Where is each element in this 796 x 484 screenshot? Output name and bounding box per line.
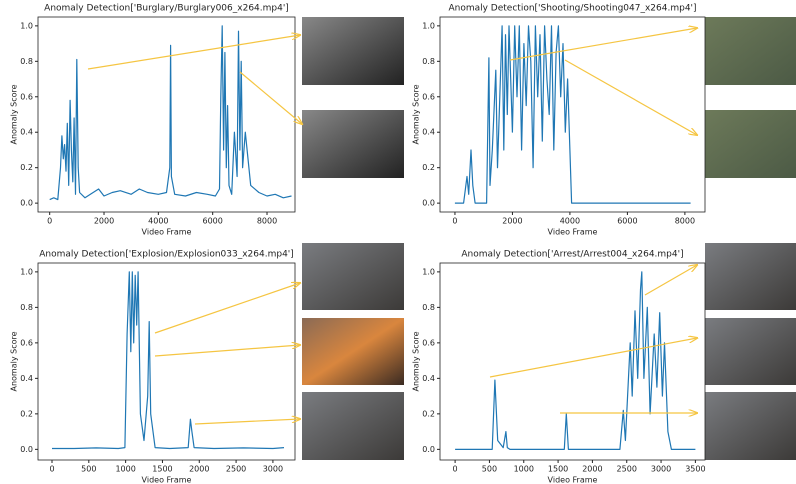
- y-tick-label: 0.0: [20, 445, 33, 454]
- y-tick-label: 0.4: [422, 128, 435, 137]
- x-tick-label: 8000: [257, 217, 277, 226]
- arrows: [87, 28, 697, 425]
- y-tick-label: 1.0: [20, 267, 33, 276]
- x-axis-label: Video Frame: [142, 476, 192, 484]
- y-tick-label: 0.6: [422, 338, 435, 347]
- y-axis-label: Anomaly Score: [412, 84, 421, 144]
- x-tick-label: 2500: [617, 465, 637, 474]
- line: [454, 25, 691, 204]
- plot: Anomaly Detection['Arrest/Arrest004_x264…: [412, 250, 706, 484]
- axes-frame: [439, 16, 706, 213]
- x-tick-label: 2000: [94, 217, 114, 226]
- y-tick-label: 0.8: [20, 303, 33, 312]
- y-tick-label: 0.6: [20, 92, 33, 101]
- y-axis-label: Anomaly Score: [10, 84, 19, 144]
- chart-title: Anomaly Detection['Shooting/Shooting047_…: [448, 4, 696, 14]
- x-tick-label: 3000: [651, 465, 671, 474]
- y-tick-label: 0.0: [422, 445, 435, 454]
- y-tick-label: 0.2: [20, 409, 33, 418]
- chart-title: Anomaly Detection['Burglary/Burglary006_…: [44, 4, 289, 14]
- y-tick-label: 0.8: [422, 57, 435, 66]
- x-axis-label: Video Frame: [548, 476, 598, 484]
- x-tick-label: 1000: [115, 465, 135, 474]
- thumbnail: [302, 318, 404, 385]
- arrow: [154, 345, 300, 357]
- arrow: [509, 28, 697, 61]
- x-axis-label: Video Frame: [548, 228, 598, 237]
- thumbnail: [705, 243, 796, 310]
- x-tick-label: 2500: [226, 465, 246, 474]
- y-tick-label: 0.0: [20, 199, 33, 208]
- y-tick-label: 0.2: [422, 163, 435, 172]
- axes-frame: [439, 262, 706, 461]
- y-tick-label: 0.6: [422, 92, 435, 101]
- x-tick-label: 1000: [514, 465, 534, 474]
- x-tick-label: 0: [453, 465, 458, 474]
- arrow: [87, 35, 300, 70]
- arrow: [194, 419, 300, 425]
- thumbnail: [302, 392, 404, 460]
- plot: Anomaly Detection['Burglary/Burglary006_…: [10, 4, 296, 237]
- y-tick-label: 0.4: [20, 128, 33, 137]
- thumbnail: [705, 392, 796, 460]
- y-tick-label: 1.0: [422, 21, 435, 30]
- x-tick-label: 1500: [548, 465, 568, 474]
- thumbnail: [302, 110, 404, 178]
- arrow: [644, 265, 697, 296]
- x-tick-label: 4000: [148, 217, 168, 226]
- thumbnail: [302, 17, 404, 85]
- x-tick-label: 6000: [617, 217, 637, 226]
- y-tick-label: 0.4: [422, 374, 435, 383]
- x-tick-label: 2000: [502, 217, 522, 226]
- x-tick-label: 3000: [263, 465, 283, 474]
- plot: Anomaly Detection['Shooting/Shooting047_…: [412, 4, 706, 237]
- thumbnail: [705, 110, 796, 178]
- x-tick-label: 2000: [582, 465, 602, 474]
- x-axis-label: Video Frame: [142, 228, 192, 237]
- thumbnail: [302, 243, 404, 310]
- y-tick-label: 1.0: [20, 21, 33, 30]
- thumbnail: [705, 17, 796, 85]
- y-tick-label: 0.2: [20, 163, 33, 172]
- x-tick-label: 0: [47, 217, 52, 226]
- axes-frame: [37, 262, 296, 461]
- x-tick-label: 8000: [675, 217, 695, 226]
- x-tick-label: 6000: [203, 217, 223, 226]
- y-tick-label: 0.8: [422, 303, 435, 312]
- y-axis-label: Anomaly Score: [10, 331, 19, 391]
- x-tick-label: 0: [452, 217, 457, 226]
- x-tick-label: 4000: [560, 217, 580, 226]
- line: [49, 25, 292, 201]
- line: [455, 271, 696, 450]
- x-tick-label: 0: [49, 465, 54, 474]
- arrow: [239, 71, 302, 124]
- y-tick-label: 0.6: [20, 338, 33, 347]
- x-tick-label: 1500: [152, 465, 172, 474]
- y-tick-label: 0.2: [422, 409, 435, 418]
- axes-frame: [37, 16, 296, 213]
- line: [52, 271, 285, 450]
- y-tick-label: 1.0: [422, 267, 435, 276]
- x-tick-label: 3500: [685, 465, 705, 474]
- y-tick-label: 0.0: [422, 199, 435, 208]
- y-axis-label: Anomaly Score: [412, 331, 421, 391]
- thumbnails: [302, 17, 796, 460]
- chart-title: Anomaly Detection['Explosion/Explosion03…: [39, 250, 294, 260]
- thumbnail: [705, 318, 796, 385]
- chart-title: Anomaly Detection['Arrest/Arrest004_x264…: [461, 250, 683, 260]
- arrow: [489, 338, 697, 378]
- y-tick-label: 0.8: [20, 57, 33, 66]
- arrow: [564, 59, 697, 135]
- arrow: [154, 283, 300, 334]
- x-tick-label: 2000: [189, 465, 209, 474]
- y-tick-label: 0.4: [20, 374, 33, 383]
- x-tick-label: 500: [81, 465, 96, 474]
- plots: Anomaly Detection['Burglary/Burglary006_…: [10, 4, 706, 484]
- x-tick-label: 500: [482, 465, 497, 474]
- plot: Anomaly Detection['Explosion/Explosion03…: [10, 250, 296, 484]
